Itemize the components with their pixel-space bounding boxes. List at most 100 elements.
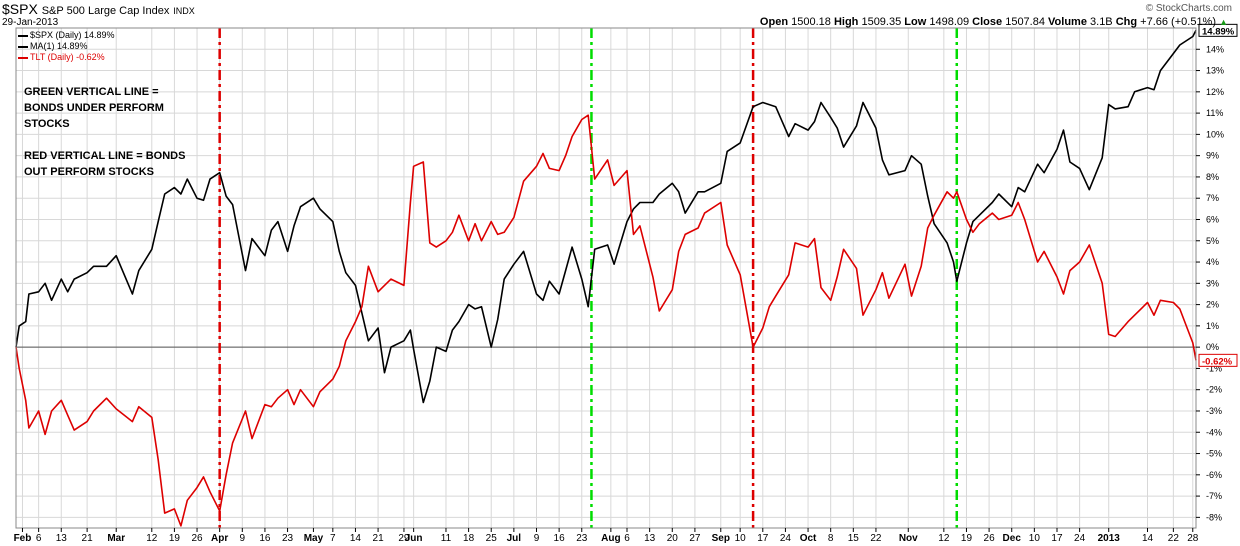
x-tick-label: 13	[644, 533, 656, 544]
legend: $SPX (Daily) 14.89% MA(1) 14.89% TLT (Da…	[18, 30, 115, 63]
green-line-note: GREEN VERTICAL LINE = BONDS UNDER PERFOR…	[24, 84, 164, 132]
x-tick-label: 28	[1187, 533, 1199, 544]
end-label-box	[1198, 353, 1238, 367]
legend-item: $SPX (Daily) 14.89%	[18, 30, 115, 41]
x-tick-label: 14	[350, 533, 362, 544]
x-tick-label: 17	[1051, 533, 1063, 544]
x-tick-label: 10	[735, 533, 747, 544]
plot-frame	[15, 27, 1197, 529]
x-tick-label: 25	[486, 533, 498, 544]
x-tick-label: Nov	[899, 533, 918, 544]
x-tick-label: 26	[191, 533, 203, 544]
x-tick-label: 20	[667, 533, 679, 544]
chart-date: 29-Jan-2013	[2, 17, 59, 28]
vertical-markers	[218, 28, 959, 528]
x-tick-label: 26	[984, 533, 996, 544]
ticker-exchange: INDX	[173, 6, 195, 16]
ticker-symbol: $SPX	[2, 1, 38, 17]
y-tick-label: 12%	[1206, 87, 1224, 97]
x-tick-label: 6	[36, 533, 42, 544]
end-label-text: 14.89%	[1202, 26, 1235, 37]
series-line	[15, 114, 1197, 527]
x-tick-label: 24	[1074, 533, 1086, 544]
x-tick-label: 19	[961, 533, 973, 544]
legend-label: TLT (Daily) -0.62%	[30, 52, 105, 62]
high-value: 1509.35	[861, 16, 902, 28]
end-labels: 14.89% -0.62%	[1198, 23, 1238, 367]
y-axis-ticks: -8% -7% -6% -5% -4% -3% -2% -1% 0% 1% 2% 3% 4% 5% 6% 7%…	[1196, 44, 1224, 522]
legend-label: $SPX (Daily) 14.89%	[30, 30, 115, 40]
quote-bar: Open 1500.18 High 1509.35 Low 1498.09 Cl…	[760, 16, 1228, 28]
x-tick-label: 12	[938, 533, 950, 544]
x-tick-label: 9	[240, 533, 246, 544]
y-tick-label: 9%	[1206, 151, 1219, 161]
legend-swatch	[18, 34, 28, 37]
x-tick-label: 24	[780, 533, 792, 544]
x-tick-label: 21	[373, 533, 385, 544]
volume-value: 3.1B	[1090, 16, 1113, 28]
ticker-description: S&P 500 Large Cap Index	[41, 5, 170, 17]
open-value: 1500.18	[791, 16, 831, 28]
legend-swatch	[18, 56, 28, 59]
chg-up-icon: ▲	[1219, 17, 1228, 27]
grid	[16, 28, 1196, 528]
legend-item: MA(1) 14.89%	[18, 41, 115, 52]
x-tick-label: 11	[441, 533, 452, 544]
y-tick-label: -3%	[1206, 406, 1222, 416]
x-tick-label: 16	[554, 533, 566, 544]
series-line	[15, 29, 1197, 404]
x-tick-label: 13	[56, 533, 68, 544]
x-tick-label: Feb	[14, 533, 32, 544]
x-tick-label: 18	[463, 533, 475, 544]
x-tick-label: 14	[1142, 533, 1154, 544]
y-tick-label: 6%	[1206, 214, 1219, 224]
x-tick-label: 9	[534, 533, 540, 544]
x-tick-label: 22	[870, 533, 882, 544]
plot-border	[15, 27, 1197, 529]
y-tick-label: -6%	[1206, 470, 1222, 480]
y-tick-label: 0%	[1206, 342, 1219, 352]
y-tick-label: 4%	[1206, 257, 1219, 267]
chg-label: Chg	[1115, 16, 1138, 28]
x-tick-label: 6	[624, 533, 630, 544]
x-tick-label: 17	[757, 533, 769, 544]
x-tick-label: 21	[82, 533, 94, 544]
x-tick-label: 23	[282, 533, 294, 544]
x-tick-label: 23	[576, 533, 588, 544]
x-tick-label: 8	[828, 533, 834, 544]
legend-swatch	[18, 45, 28, 48]
x-tick-label: Oct	[800, 533, 817, 544]
y-tick-label: 8%	[1206, 172, 1219, 182]
y-tick-label: 1%	[1206, 321, 1219, 331]
series-layer	[15, 29, 1197, 527]
y-tick-label: -5%	[1206, 449, 1222, 459]
x-tick-label: 2013	[1098, 533, 1121, 544]
note-line: OUT PERFORM STOCKS	[24, 166, 154, 178]
y-tick-label: 7%	[1206, 193, 1219, 203]
x-tick-label: May	[304, 533, 324, 544]
y-tick-label: 3%	[1206, 278, 1219, 288]
volume-label: Volume	[1048, 16, 1087, 28]
open-label: Open	[759, 16, 789, 28]
y-tick-label: -2%	[1206, 385, 1222, 395]
x-tick-label: 12	[146, 533, 158, 544]
y-tick-label: -7%	[1206, 491, 1222, 501]
note-line: STOCKS	[24, 118, 70, 130]
y-tick-label: -8%	[1206, 512, 1222, 522]
x-tick-label: Jun	[405, 533, 423, 544]
y-tick-label: 2%	[1206, 300, 1219, 310]
brand-link[interactable]: © StockCharts.com	[1145, 3, 1232, 14]
legend-label: MA(1) 14.89%	[30, 41, 88, 51]
note-line: GREEN VERTICAL LINE =	[24, 86, 159, 98]
chg-value: +7.66 (+0.51%)	[1140, 16, 1217, 28]
x-tick-label: 15	[848, 533, 860, 544]
y-tick-label: 11%	[1206, 108, 1223, 118]
y-tick-label: -4%	[1206, 427, 1222, 437]
end-label-box	[1198, 23, 1238, 37]
close-value: 1507.84	[1005, 16, 1045, 28]
x-tick-label: Aug	[601, 533, 620, 544]
legend-item: TLT (Daily) -0.62%	[18, 52, 115, 63]
high-label: High	[833, 16, 859, 28]
